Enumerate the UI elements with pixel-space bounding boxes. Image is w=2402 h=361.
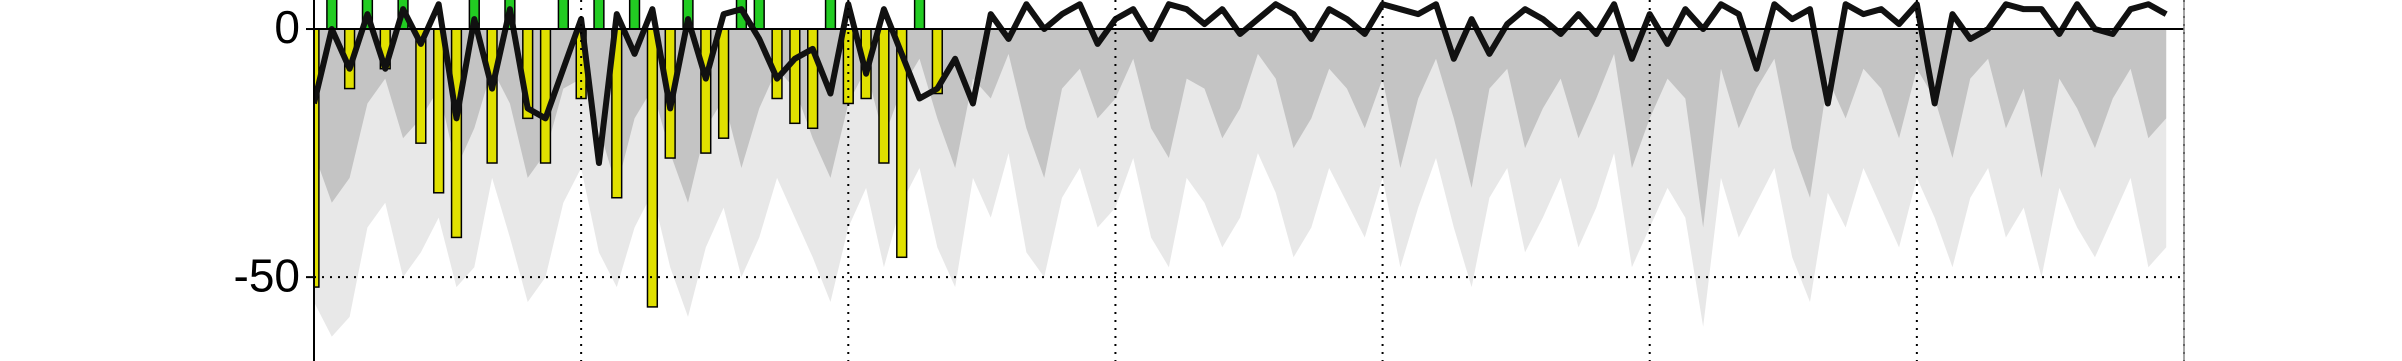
bar	[486, 28, 498, 164]
bar	[326, 0, 338, 30]
bar	[789, 28, 801, 125]
bar	[913, 0, 926, 30]
bar	[824, 0, 837, 30]
y-tick-label: 0	[274, 1, 300, 53]
bar	[539, 28, 552, 164]
bar	[753, 0, 765, 30]
axes: -50 0	[234, 0, 2185, 361]
bar	[717, 28, 730, 139]
bar	[450, 28, 463, 239]
bar	[628, 0, 641, 30]
plot-area	[314, 0, 2168, 337]
bar	[878, 28, 890, 164]
y-tick-label: -50	[234, 249, 300, 301]
bar	[700, 28, 712, 154]
line	[314, 1, 2168, 167]
area	[314, 29, 2167, 228]
bar	[433, 28, 445, 194]
bar	[646, 28, 659, 308]
bar	[557, 0, 569, 30]
bar	[593, 0, 605, 30]
bar	[807, 28, 819, 130]
